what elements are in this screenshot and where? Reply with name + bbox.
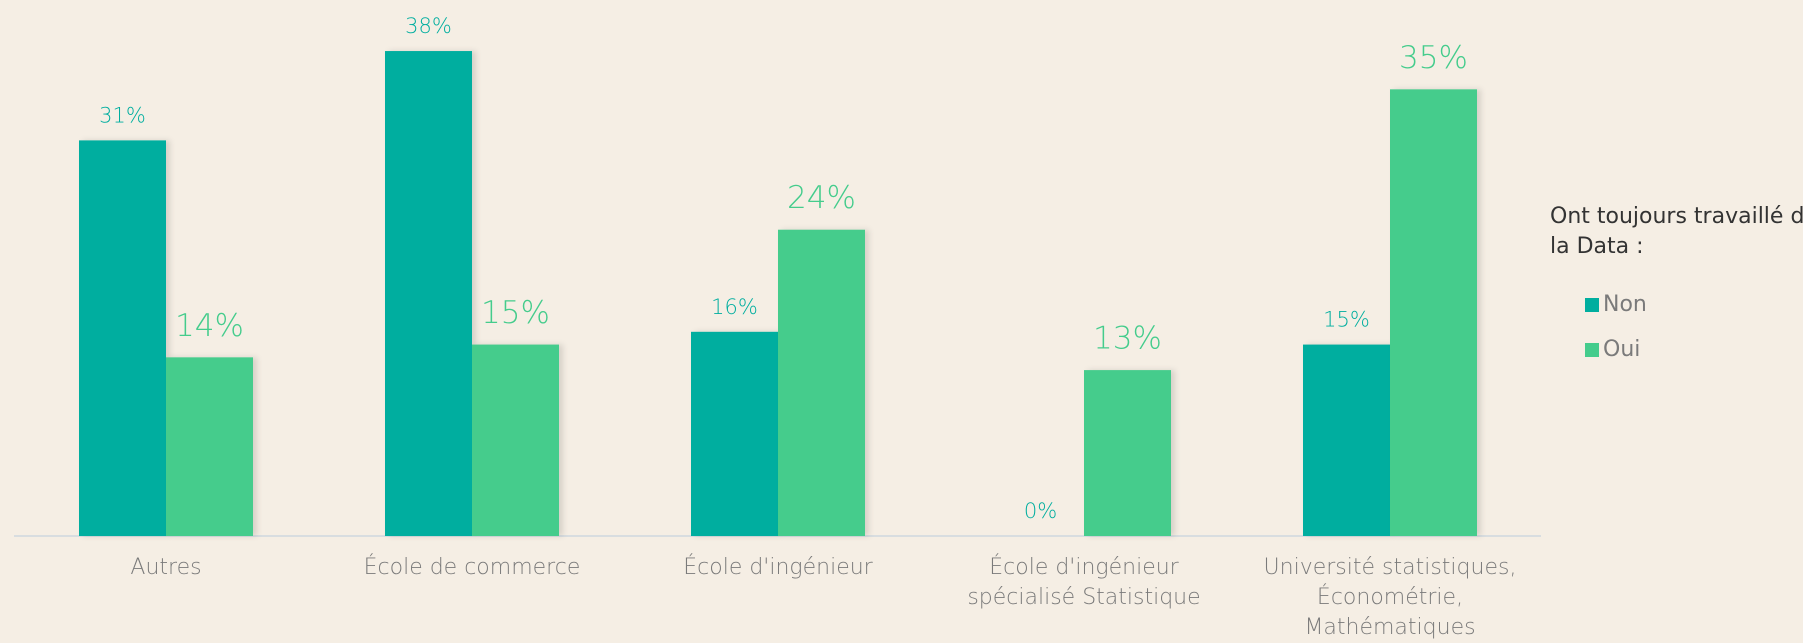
legend-title: Ont toujours travaillé dans la Data : — [1550, 204, 1803, 259]
legend-swatch — [1585, 297, 1599, 312]
bar — [385, 51, 472, 537]
value-label: 31% — [99, 103, 146, 127]
bar — [1303, 344, 1390, 536]
value-label: 24% — [787, 180, 856, 216]
value-label: 0% — [1024, 499, 1057, 523]
value-label: 16% — [711, 295, 758, 319]
x-tick-label: Autres — [130, 555, 202, 580]
bar — [472, 344, 559, 536]
value-label: 38% — [405, 14, 452, 38]
bar — [778, 229, 865, 536]
legend-item: Non — [1585, 292, 1647, 317]
value-label: 15% — [1323, 308, 1370, 332]
x-tick-label: École de commerce — [363, 555, 581, 580]
value-label: 15% — [481, 295, 550, 331]
legend-swatch — [1585, 342, 1599, 357]
legend-label: Non — [1603, 292, 1647, 317]
x-tick-label: École d'ingénieur — [683, 555, 873, 580]
value-label: 13% — [1093, 321, 1162, 357]
value-label: 35% — [1399, 40, 1468, 76]
bar — [1390, 89, 1477, 536]
legend-label: Oui — [1603, 337, 1641, 362]
bar — [1084, 370, 1171, 536]
bar — [166, 357, 253, 536]
legend-item: Oui — [1585, 337, 1640, 362]
bar — [79, 140, 166, 536]
x-tick-label: Université statistiques, Économétrie, Ma… — [1263, 555, 1517, 640]
x-tick-label: École d'ingénieur spécialisé Statistique — [967, 555, 1201, 610]
bar — [691, 331, 778, 536]
value-label: 14% — [175, 308, 244, 344]
